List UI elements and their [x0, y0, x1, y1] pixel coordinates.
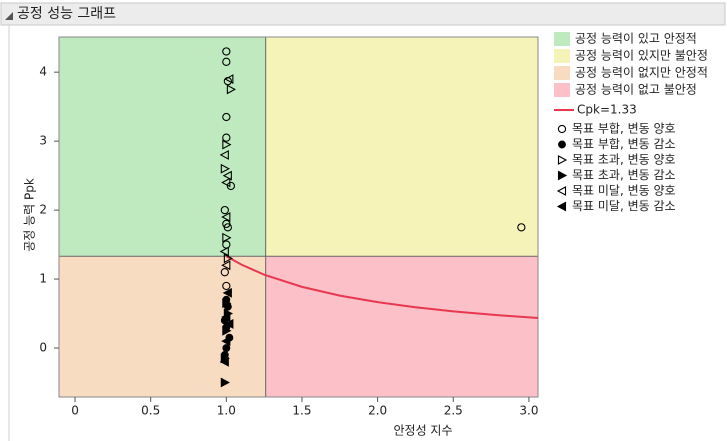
point	[222, 133, 231, 142]
legend-marker	[558, 140, 566, 149]
point	[221, 336, 231, 347]
y-axis-label: 공정 능력 Ppk	[23, 178, 37, 252]
point	[221, 212, 231, 222]
point	[222, 232, 232, 243]
legend-marker	[557, 170, 568, 181]
point	[223, 253, 234, 264]
point	[220, 205, 229, 215]
point	[221, 177, 231, 188]
point	[220, 163, 230, 174]
point	[222, 112, 231, 122]
point	[222, 281, 231, 291]
point	[220, 377, 230, 388]
legend-swatch	[554, 32, 570, 46]
legend-label: 목표 초과, 변동 양호	[572, 153, 676, 167]
region	[265, 256, 538, 397]
y-tick-label: 1	[39, 272, 47, 286]
region	[59, 256, 266, 397]
point	[226, 181, 236, 191]
legend-marker	[557, 155, 568, 165]
x-tick-label: 3.0	[519, 404, 538, 418]
point	[224, 318, 234, 329]
region	[265, 37, 538, 257]
point	[224, 74, 234, 84]
x-axis-label: 안정성 지수	[393, 424, 452, 438]
point	[222, 287, 232, 298]
region	[59, 37, 266, 257]
cpk-curve	[225, 255, 539, 320]
point	[222, 170, 232, 181]
point	[219, 246, 229, 257]
point	[220, 268, 229, 277]
legend-label: 공정 능력이 없지만 안정적	[575, 66, 708, 80]
legend-label: 목표 미달, 변동 감소	[572, 199, 676, 213]
collapse-icon[interactable]	[5, 12, 13, 20]
point	[219, 150, 229, 160]
legend-marker	[556, 186, 567, 196]
legend-label: 목표 초과, 변동 감소	[572, 168, 676, 182]
x-tick-label: 0.5	[141, 404, 160, 418]
x-tick-label: 1.5	[292, 404, 311, 418]
legend-marker	[557, 124, 567, 134]
point	[222, 298, 232, 309]
point	[222, 325, 232, 336]
title-bar	[0, 2, 726, 26]
legend-marker	[556, 201, 567, 212]
y-tick-label: 4	[39, 65, 47, 79]
plot-frame	[58, 36, 539, 398]
x-tick-label: 0	[71, 404, 79, 418]
y-tick-label: 0	[39, 341, 47, 355]
point	[222, 47, 231, 56]
legend-label: 공정 능력이 없고 불안정	[575, 83, 697, 97]
chart-title: 공정 성능 그래프	[17, 6, 116, 22]
point	[221, 260, 231, 271]
legend-label: 공정 능력이 있지만 불안정	[575, 49, 708, 63]
legend-label: 목표 미달, 변동 양호	[572, 184, 676, 198]
x-tick-label: 2.5	[444, 404, 463, 418]
legend-label: 공정 능력이 있고 안정적	[575, 32, 697, 46]
legend-swatch	[554, 49, 570, 63]
point	[226, 84, 237, 95]
legend-label: Cpk=1.33	[577, 103, 637, 117]
legend-label: 목표 부합, 변동 감소	[572, 137, 676, 151]
point	[219, 356, 229, 367]
y-tick-label: 2	[39, 203, 47, 217]
legend-label: 목표 부합, 변동 양호	[572, 122, 676, 136]
x-tick-label: 2.0	[368, 404, 387, 418]
x-tick-label: 1.0	[217, 404, 236, 418]
point	[517, 223, 526, 232]
point	[222, 139, 232, 150]
legend-swatch	[554, 83, 570, 97]
point	[223, 223, 232, 232]
point	[222, 344, 231, 352]
y-tick-label: 3	[39, 134, 47, 148]
point	[222, 57, 231, 66]
point	[221, 312, 231, 322]
legend-swatch	[554, 66, 570, 80]
